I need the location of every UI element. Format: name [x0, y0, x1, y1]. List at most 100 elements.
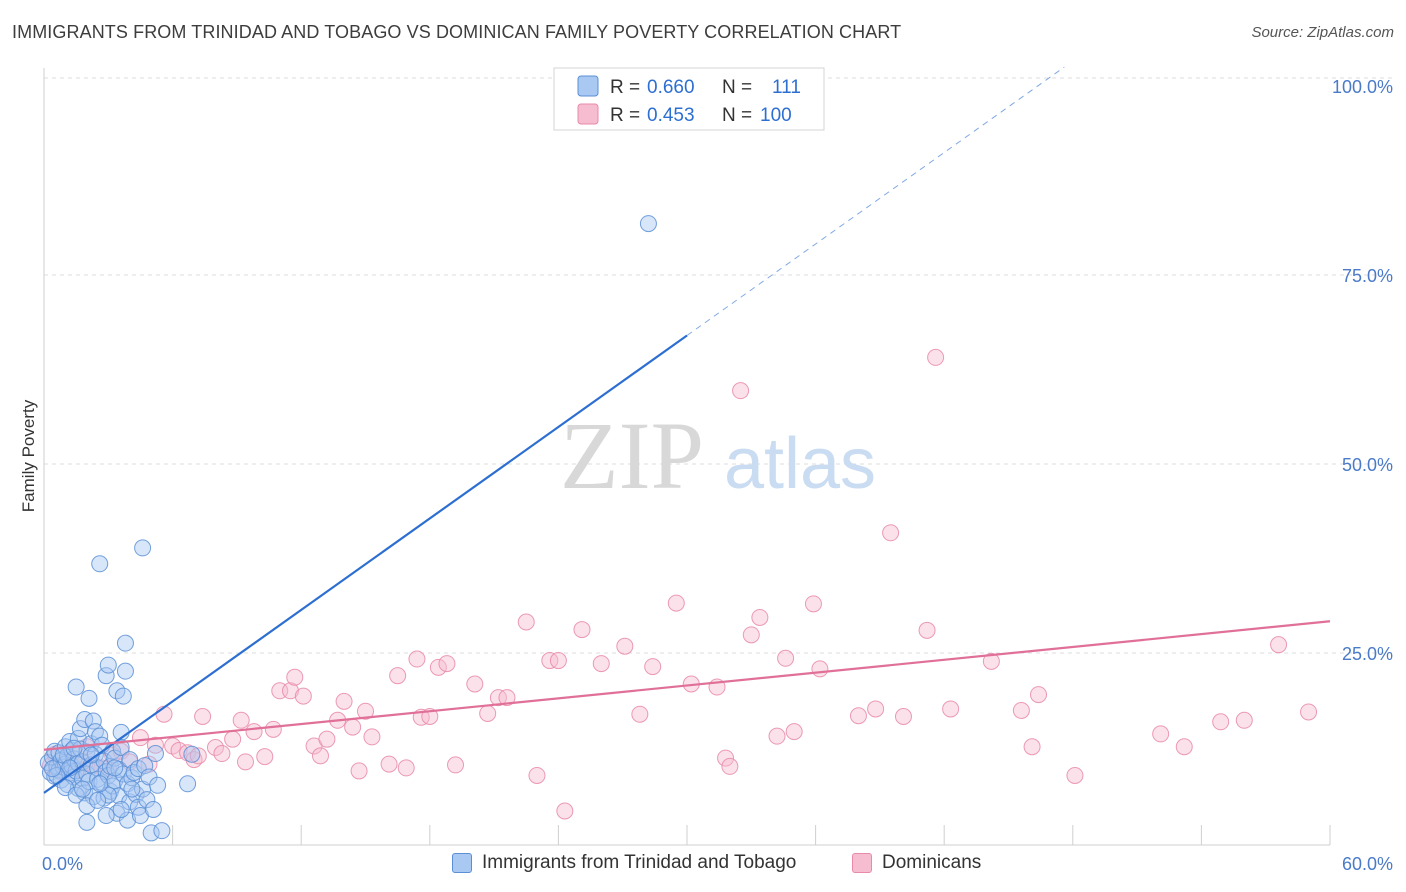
series-legend: Immigrants from Trinidad and Tobago Domi… [0, 848, 1406, 882]
point-trinidad [149, 776, 167, 794]
point-dominican [466, 675, 484, 693]
point-dominican [1030, 686, 1048, 704]
legend-n-value-blue: 111 [772, 77, 801, 98]
point-dominican [318, 730, 336, 748]
watermark: ZIP atlas [560, 402, 876, 509]
point-dominican [1152, 725, 1170, 743]
chart-title: IMMIGRANTS FROM TRINIDAD AND TOBAGO VS D… [12, 22, 902, 42]
point-trinidad [153, 822, 171, 840]
legend-swatch-dominicans [852, 853, 872, 873]
point-dominican [389, 667, 407, 685]
point-dominican [541, 652, 559, 670]
watermark-atlas: atlas [724, 424, 876, 504]
point-dominican [549, 652, 567, 670]
point-dominican [616, 637, 634, 655]
y-tick-label: 50.0% [1342, 455, 1393, 475]
point-dominican [528, 766, 546, 784]
point-trinidad [106, 749, 124, 767]
point-dominican [256, 748, 274, 766]
point-dominican [498, 689, 516, 707]
data-points [39, 215, 1318, 842]
point-dominican [573, 621, 591, 639]
point-dominican [380, 755, 398, 773]
point-trinidad [144, 800, 162, 818]
y-tick-label: 25.0% [1342, 644, 1393, 664]
legend-swatch-trinidad [452, 853, 472, 873]
point-dominican [667, 594, 685, 612]
legend-r-label-blue: R = [610, 77, 640, 98]
point-trinidad [112, 800, 130, 818]
point-dominican [742, 626, 760, 644]
point-trinidad [134, 539, 152, 557]
point-trinidad [82, 746, 100, 764]
point-dominican [882, 524, 900, 542]
legend-item-dominicans: Dominicans [852, 852, 981, 874]
point-dominican [777, 649, 795, 667]
point-trinidad [106, 759, 124, 777]
point-dominican [213, 745, 231, 763]
point-dominican [1175, 738, 1193, 756]
point-dominican [556, 802, 574, 820]
point-dominican [131, 729, 149, 747]
point-dominican [644, 658, 662, 676]
point-dominican [918, 621, 936, 639]
point-trinidad [99, 656, 117, 674]
point-dominican [335, 692, 353, 710]
point-dominican [804, 595, 822, 613]
legend-item-trinidad: Immigrants from Trinidad and Tobago [452, 852, 796, 874]
legend-n-label-pink: N = [722, 105, 752, 126]
legend-n-value-pink: 100 [760, 105, 792, 126]
point-trinidad [639, 215, 657, 233]
point-trinidad [76, 711, 94, 729]
point-trinidad [67, 786, 85, 804]
point-trinidad [78, 813, 96, 831]
point-dominican [350, 762, 368, 780]
watermark-zip: ZIP [560, 402, 704, 509]
point-trinidad [114, 765, 132, 783]
point-trinidad [116, 662, 134, 680]
y-axis-label: Family Poverty [19, 399, 38, 512]
point-dominican [768, 727, 786, 745]
point-dominican [264, 720, 282, 738]
point-dominican [1012, 701, 1030, 719]
stats-legend: R = 0.660 N = 111 R = 0.453 N = 100 [553, 67, 825, 131]
point-trinidad [97, 807, 115, 825]
point-dominican [344, 718, 362, 736]
point-trinidad [116, 634, 134, 652]
point-dominican [732, 382, 750, 400]
point-dominican [811, 660, 829, 678]
point-dominican [942, 700, 960, 718]
trend-lines [43, 66, 1331, 794]
legend-r-value-pink: 0.453 [647, 105, 695, 126]
point-dominican [1066, 766, 1084, 784]
trend-line-trinidad [43, 334, 688, 794]
point-dominican [311, 747, 329, 765]
point-dominican [849, 707, 867, 725]
point-dominican [894, 708, 912, 726]
legend-label-dominicans: Dominicans [882, 852, 982, 873]
legend-swatch-blue [577, 75, 599, 97]
legend-r-value-blue: 0.660 [647, 77, 695, 98]
point-dominican [429, 658, 447, 676]
point-dominican [189, 747, 207, 765]
point-dominican [785, 723, 803, 741]
point-trinidad [121, 751, 139, 769]
legend-label-trinidad: Immigrants from Trinidad and Tobago [482, 852, 797, 873]
legend-swatch-pink [577, 103, 599, 125]
point-trinidad [67, 678, 85, 696]
y-tick-label: 75.0% [1342, 266, 1393, 286]
point-trinidad [114, 687, 132, 705]
point-dominican [717, 749, 735, 767]
point-dominican [281, 682, 299, 700]
point-dominican [286, 668, 304, 686]
point-trinidad [138, 791, 156, 809]
point-trinidad [97, 667, 115, 685]
point-dominican [592, 655, 610, 673]
point-trinidad [78, 797, 96, 815]
point-trinidad [183, 745, 201, 763]
point-dominican [1023, 738, 1041, 756]
point-trinidad [74, 780, 92, 798]
point-dominican [631, 705, 649, 723]
point-trinidad [99, 786, 117, 804]
y-tick-label: 100.0% [1332, 77, 1393, 97]
